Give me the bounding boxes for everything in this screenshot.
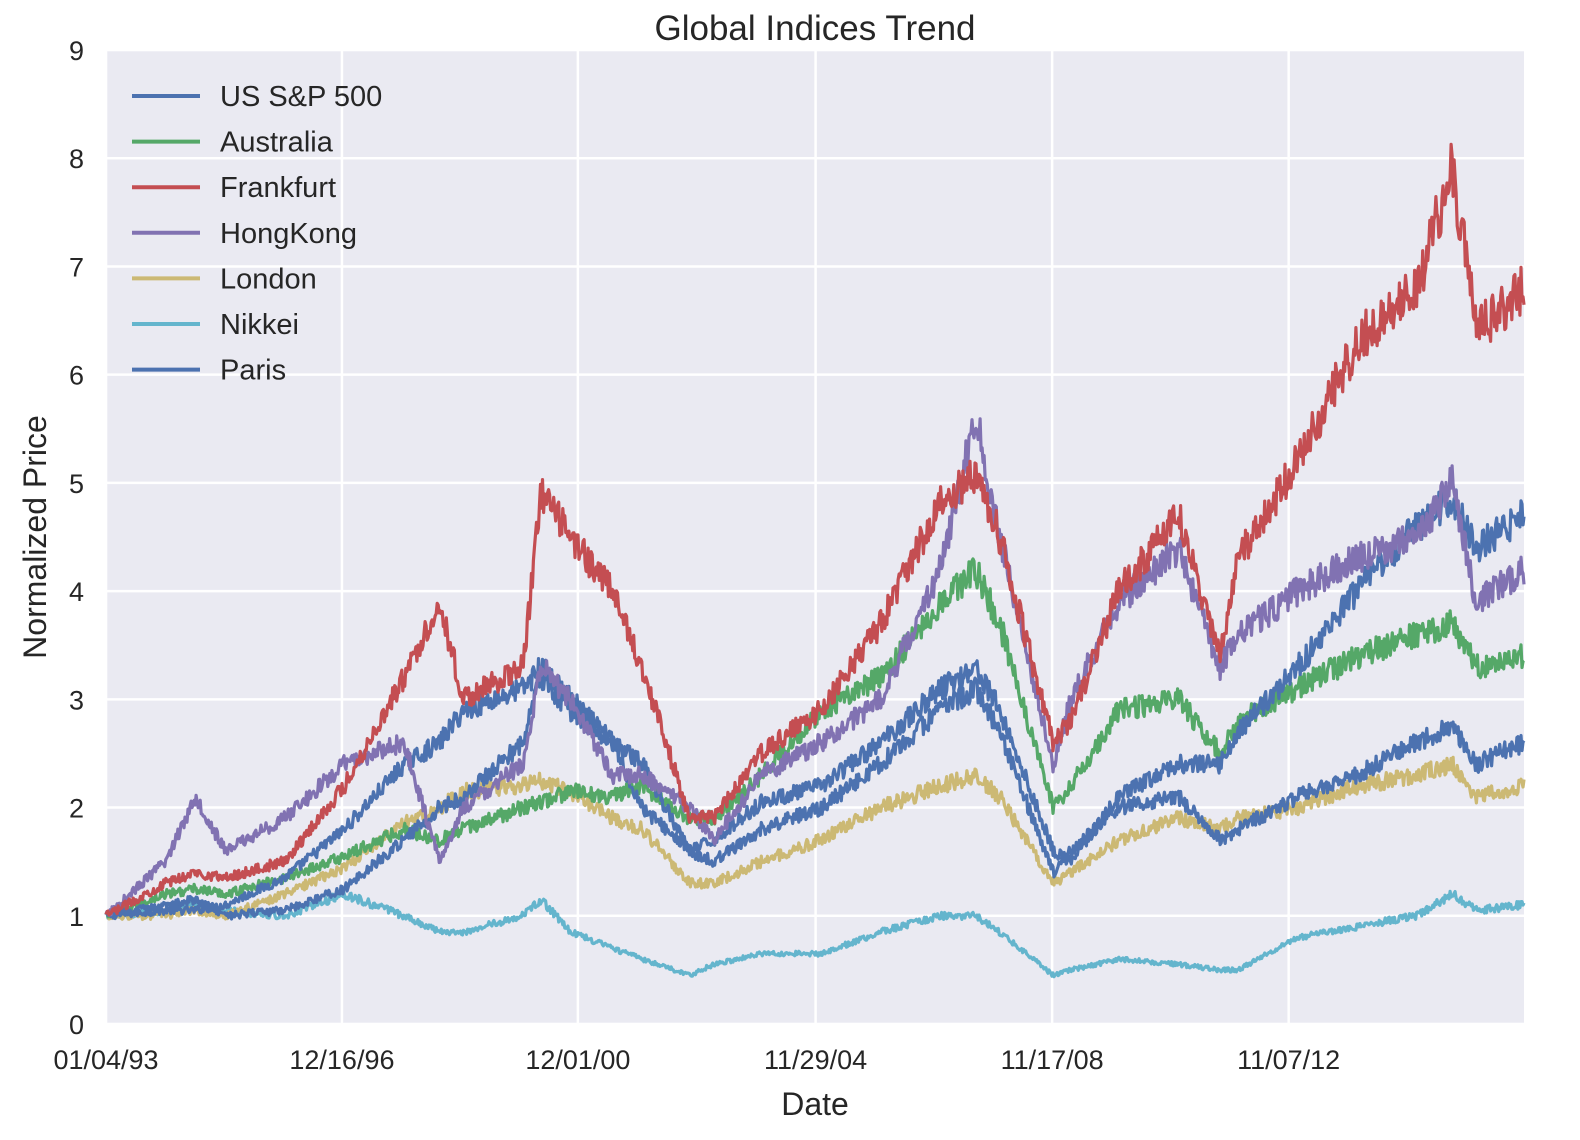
- x-tick-label: 12/01/00: [525, 1045, 630, 1075]
- x-tick-label: 01/04/93: [53, 1045, 158, 1075]
- legend-label: US S&P 500: [220, 81, 382, 113]
- x-axis-ticks: 01/04/93 12/16/96 12/01/00 11/29/04 11/17/08…: [53, 1045, 1340, 1075]
- y-tick-label: 3: [69, 685, 84, 715]
- series-line-frankfurt: [104, 142, 1526, 917]
- legend-label: Frankfurt: [220, 172, 336, 204]
- y-tick-label: 8: [69, 144, 84, 174]
- legend-label: London: [220, 263, 317, 295]
- x-tick-label: 11/29/04: [764, 1045, 867, 1075]
- series-lines: [104, 142, 1526, 979]
- legend-label: Paris: [220, 355, 286, 387]
- x-axis-label: Date: [781, 1086, 849, 1122]
- x-tick-label: 11/07/12: [1237, 1045, 1340, 1075]
- series-line-australia: [104, 557, 1525, 919]
- y-tick-label: 4: [69, 577, 84, 607]
- y-axis-ticks: 0 1 2 3 4 5 6 7 8 9: [69, 36, 84, 1040]
- legend: US S&P 500 Australia Frankfurt HongKong Lond…: [132, 81, 382, 387]
- y-tick-label: 9: [69, 36, 84, 66]
- y-axis-label: Normalized Price: [17, 415, 53, 659]
- y-tick-label: 1: [69, 902, 84, 932]
- x-tick-label: 11/17/08: [1001, 1045, 1104, 1075]
- y-tick-label: 6: [69, 361, 84, 391]
- chart-title: Global Indices Trend: [654, 9, 975, 48]
- legend-label: Nikkei: [220, 309, 299, 341]
- series-line-hongkong: [104, 417, 1526, 917]
- y-tick-label: 5: [69, 469, 84, 499]
- legend-label: HongKong: [220, 218, 357, 250]
- x-tick-label: 12/16/96: [289, 1045, 394, 1075]
- series-line-paris: [105, 671, 1526, 921]
- y-tick-label: 7: [69, 252, 84, 282]
- y-tick-label: 0: [69, 1010, 84, 1040]
- series-line-us-s-p-500: [104, 488, 1526, 921]
- y-tick-label: 2: [69, 794, 84, 824]
- legend-label: Australia: [220, 127, 334, 159]
